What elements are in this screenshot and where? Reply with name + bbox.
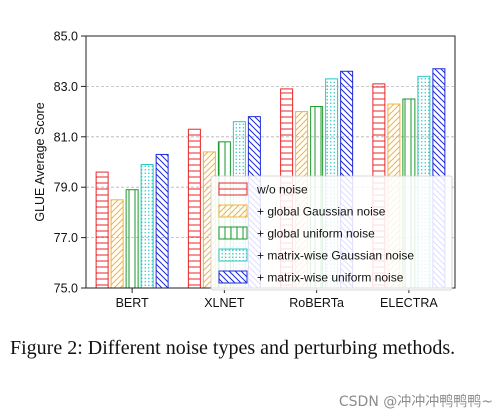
bar [95,171,109,289]
y-tick-label: 83.0 [54,80,78,94]
watermark: CSDN @冲冲冲鸭鸭鸭~ [338,394,493,410]
x-tick-label: ELECTRA [380,296,438,310]
bar [187,128,201,289]
legend: w/o noise + global Gaussian noise + global… [210,175,453,291]
bar [140,164,154,289]
figure-caption: Figure 2: Different noise types and pert… [10,337,456,359]
chart-canvas: 75.0 77.0 79.0 81.0 83.0 85.0 GLUE Average Sco… [33,30,456,310]
y-tick-label: 81.0 [54,130,78,144]
legend-swatch [218,270,248,284]
legend-label: w/o noise [256,183,308,197]
y-tick-label: 77.0 [54,231,78,245]
bar [110,199,124,289]
bar-chart: 75.0 77.0 79.0 81.0 83.0 85.0 GLUE Average Sco… [33,30,456,310]
x-tick-label: RoBERTa [289,296,344,310]
legend-label: + global uniform noise [257,227,375,241]
legend-swatch [218,248,248,262]
y-axis-title: GLUE Average Score [33,102,47,221]
x-tick-label: XLNET [204,296,245,310]
legend-swatch [218,182,248,196]
legend-swatch [218,204,248,218]
y-tick-label: 75.0 [54,282,78,296]
y-tick-label: 79.0 [54,181,78,195]
legend-label: + global Gaussian noise [257,205,386,219]
x-tick-label: BERT [116,296,149,310]
legend-label: + matrix-wise uniform noise [257,271,404,285]
bar [125,189,139,289]
legend-swatch [218,226,248,240]
bar [155,153,169,289]
legend-box [210,175,453,291]
legend-label: + matrix-wise Gaussian noise [257,249,414,263]
y-tick-label: 85.0 [54,30,78,44]
